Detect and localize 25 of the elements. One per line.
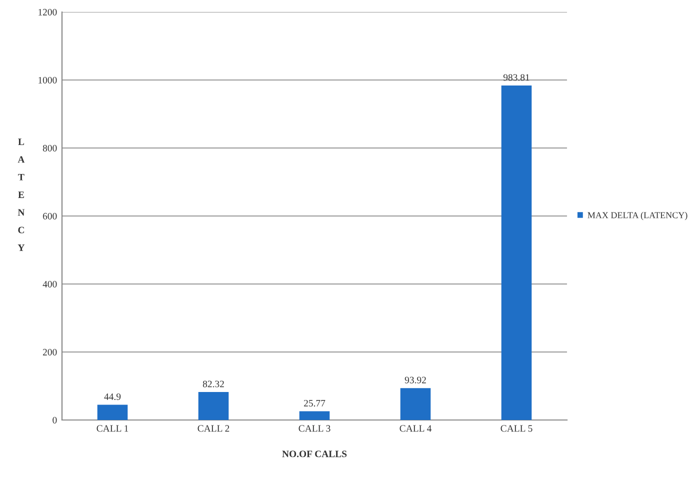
x-tick-label: CALL 4 [400, 425, 432, 432]
y-tick-label: 1200 [38, 8, 57, 16]
y-tick-label: 0 [52, 416, 57, 424]
y-tick-label: 1000 [38, 76, 57, 84]
y-tick-label: 200 [42, 348, 57, 356]
x-tick-label: CALL 2 [198, 425, 230, 432]
x-axis-title: NO.OF CALLS [282, 450, 347, 458]
x-tick-label: CALL 1 [96, 425, 128, 432]
x-tick-label: CALL 3 [298, 425, 330, 432]
y-tick-label: 400 [42, 280, 57, 288]
y-tick-label: 600 [42, 212, 57, 220]
bar [198, 392, 229, 420]
y-axis-title: LATENCY [18, 138, 25, 251]
data-label: 93.92 [404, 376, 426, 384]
bar [400, 388, 431, 420]
bar [501, 86, 532, 420]
bar [97, 404, 128, 420]
data-label: 44.9 [104, 393, 121, 400]
y-tick-label: 800 [42, 144, 57, 152]
data-label: 983.81 [503, 74, 530, 81]
bar [299, 411, 330, 420]
x-tick-label: CALL 5 [500, 425, 532, 432]
data-label: 82.32 [202, 380, 224, 388]
data-label: 25.77 [304, 400, 326, 407]
legend-label: MAX DELTA (LATENCY) [588, 212, 688, 220]
